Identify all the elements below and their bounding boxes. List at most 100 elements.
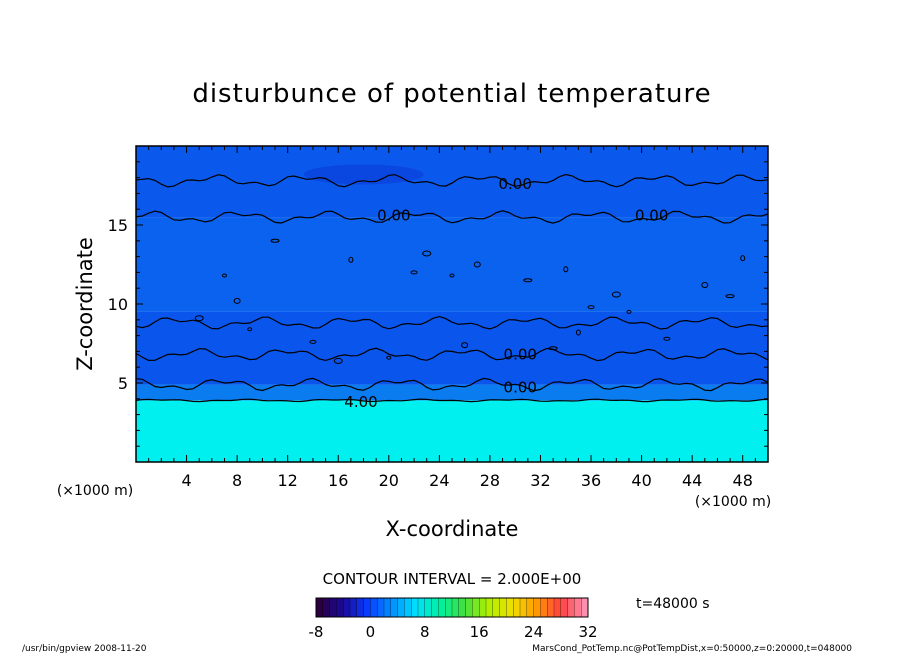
contour-labels: 0.00 0.00 0.00 0.00 0.00 4.00 (344, 175, 668, 411)
x-tick-label: 16 (328, 471, 348, 490)
x-tick-label: 24 (429, 471, 449, 490)
footer-left: /usr/bin/gpview 2008-11-20 (22, 644, 147, 654)
colorbar-swatch (519, 597, 528, 618)
contour-blob (309, 339, 317, 344)
contour-blob (221, 273, 227, 278)
colorbar-swatch (547, 597, 555, 618)
field-bands (136, 146, 768, 462)
chart-title: disturbunce of potential temperature (192, 79, 711, 109)
y-tick-label: 10 (108, 295, 128, 314)
colorbar-tick-label: 8 (420, 623, 430, 641)
colorbar-swatch (404, 597, 412, 618)
contour-blob (386, 355, 392, 360)
contour-blob (575, 329, 581, 336)
y-axis-label: Z-coordinate (73, 237, 97, 371)
contour-blob (410, 270, 418, 275)
colorbar-swatch (356, 597, 365, 618)
contour-blob (449, 273, 455, 278)
field-band-1 (136, 384, 768, 401)
x-tick-label: 12 (278, 471, 298, 490)
contour-label: 0.00 (635, 207, 668, 225)
x-tick-label: 4 (181, 471, 191, 490)
contour-blob (740, 255, 746, 262)
contour-blob (473, 261, 481, 268)
colorbar-swatch (458, 597, 467, 618)
colorbar-tick-label: 16 (470, 623, 489, 641)
field-band-4 (136, 146, 768, 218)
colorbar-swatch (567, 597, 575, 618)
contour-line-4 (135, 210, 769, 224)
contour-blob (270, 238, 280, 243)
contour-blob (611, 291, 621, 298)
colorbar-swatch (553, 597, 562, 618)
plot-area: 0.000.00 0.000.000.004.00 4 8 12 16 20 24 28 32 3… (108, 145, 769, 490)
colorbar-tick-label: -8 (309, 623, 324, 641)
contour-blob (663, 336, 671, 341)
colorbar-swatch (397, 597, 405, 618)
colorbar-swatch (485, 597, 494, 618)
contour-interval-text: CONTOUR INTERVAL = 2.000E+00 (323, 570, 582, 588)
colorbar-swatch (322, 597, 331, 618)
colorbar-swatch (315, 597, 324, 618)
contour-blob (701, 282, 709, 289)
contour-blob (548, 346, 558, 351)
contour-blob (233, 297, 241, 304)
contour-label: 0.00 (377, 207, 410, 225)
contour-blob (725, 294, 735, 299)
contour-lines (135, 173, 769, 403)
colorbar-swatch (383, 597, 392, 618)
colorbar-swatch (417, 597, 426, 618)
colorbar-swatch (343, 597, 351, 618)
contour-line-1 (135, 377, 769, 392)
contour-label: 0.00 (504, 379, 537, 397)
colorbar-swatch (411, 597, 419, 618)
y-axis-ticks: 5 10 15 (108, 161, 768, 447)
contour-line-0 (135, 398, 769, 403)
colorbar-swatch (506, 597, 514, 618)
x-axis-unit: (×1000 m) (695, 494, 771, 510)
y-tick-label: 15 (108, 216, 128, 235)
x-tick-label: 32 (530, 471, 550, 490)
colorbar-swatch (472, 597, 480, 618)
contour-blob (626, 309, 632, 314)
colorbar-swatch (513, 597, 521, 618)
contour-blob (348, 256, 354, 263)
colorbar-swatch (465, 597, 473, 618)
y-tick-label: 5 (118, 374, 128, 393)
contour-blob (194, 315, 204, 322)
contour-label: 4.00 (344, 393, 377, 411)
colorbar-swatch (377, 597, 385, 618)
x-tick-label: 8 (232, 471, 242, 490)
colorbar-swatch (540, 597, 548, 618)
x-tick-label: 20 (379, 471, 399, 490)
colorbar-swatch (451, 597, 460, 618)
colorbar-swatch (329, 597, 337, 618)
colorbar-swatch (574, 597, 582, 618)
field-band-2 (136, 311, 768, 385)
footer-right: MarsCond_PotTemp.nc@PotTempDist,x=0:5000… (532, 644, 852, 654)
contour-blob (247, 327, 253, 332)
colorbar-swatch (424, 597, 433, 618)
x-tick-label: 40 (631, 471, 651, 490)
contour-blob (563, 266, 569, 273)
field-band-0 (136, 400, 768, 462)
colorbar-swatch (533, 597, 541, 618)
contour-label: 0.00 (498, 175, 531, 193)
contour-blob (422, 250, 432, 257)
y-axis-unit: (×1000 m) (57, 483, 133, 499)
x-axis-label: X-coordinate (386, 517, 519, 541)
contour-line-5 (135, 173, 769, 188)
field-band-3 (136, 217, 768, 312)
colorbar-swatch (499, 597, 507, 618)
cold-pocket (303, 164, 424, 185)
colorbar (315, 597, 589, 618)
colorbar-swatch (349, 597, 358, 618)
colorbar-swatch (370, 597, 378, 618)
colorbar-tick-labels: -8 0 8 16 24 32 (309, 623, 598, 641)
contour-blob (587, 305, 595, 310)
contour-line-3 (135, 315, 769, 330)
x-tick-label: 44 (682, 471, 702, 490)
x-tick-label: 28 (480, 471, 500, 490)
colorbar-swatch (492, 597, 501, 618)
